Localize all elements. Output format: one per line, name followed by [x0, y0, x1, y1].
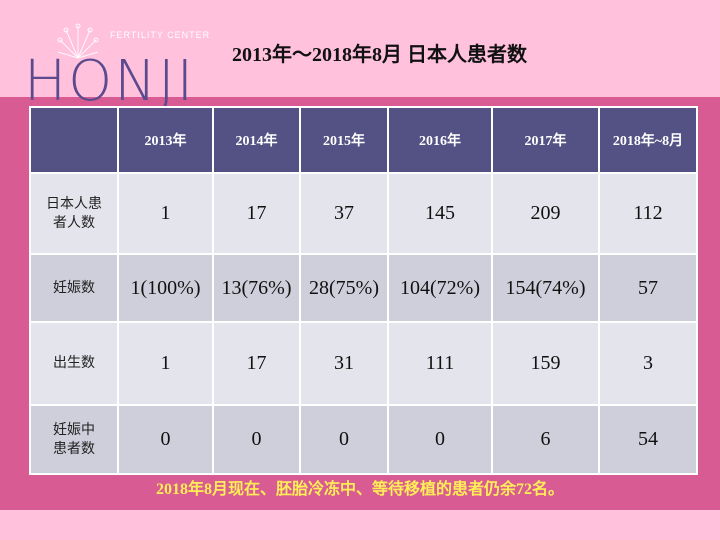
logo-subtitle: FERTILITY CENTER	[110, 30, 211, 40]
table-cell: 111	[387, 321, 493, 406]
patient-table: 2013年 2014年 2015年 2016年 2017年 2018年~8月 日…	[29, 106, 698, 475]
row-label: 日本人患 者人数	[29, 172, 119, 255]
row-label: 妊娠数	[29, 253, 119, 323]
table-cell: 0	[299, 404, 389, 475]
table-cell: 112	[598, 172, 698, 255]
table-cell: 1	[117, 172, 214, 255]
dandelion-icon	[57, 23, 99, 59]
table-row: 日本人患 者人数 1 17 37 145 209 112	[29, 172, 698, 255]
table-cell: 28(75%)	[299, 253, 389, 323]
column-header: 2018年~8月	[598, 106, 698, 174]
table-cell: 0	[387, 404, 493, 475]
column-header: 2015年	[299, 106, 389, 174]
table-cell: 3	[598, 321, 698, 406]
slide-title: 2013年〜2018年8月 日本人患者数	[232, 44, 527, 66]
table-cell: 104(72%)	[387, 253, 493, 323]
table-cell: 159	[491, 321, 600, 406]
table-cell: 1(100%)	[117, 253, 214, 323]
table-cell: 17	[212, 321, 301, 406]
table-cell: 57	[598, 253, 698, 323]
table-cell: 0	[117, 404, 214, 475]
column-header: 2016年	[387, 106, 493, 174]
table-row: 妊娠中 患者数 0 0 0 0 6 54	[29, 404, 698, 475]
row-label: 妊娠中 患者数	[29, 404, 119, 475]
table-cell: 17	[212, 172, 301, 255]
table-cell: 31	[299, 321, 389, 406]
table-row: 出生数 1 17 31 111 159 3	[29, 321, 698, 406]
table-row: 妊娠数 1(100%) 13(76%) 28(75%) 104(72%) 154…	[29, 253, 698, 323]
column-header: 2014年	[212, 106, 301, 174]
row-label: 出生数	[29, 321, 119, 406]
table-cell: 209	[491, 172, 600, 255]
table-cell: 54	[598, 404, 698, 475]
bottom-strip	[0, 510, 720, 540]
table-header-row: 2013年 2014年 2015年 2016年 2017年 2018年~8月	[29, 106, 698, 174]
logo-wordmark: HONJI	[24, 49, 196, 114]
column-header: 2017年	[491, 106, 600, 174]
footer-note: 2018年8月现在、胚胎冷冻中、等待移植的患者仍余72名。	[155, 481, 564, 498]
column-header: 2013年	[117, 106, 214, 174]
honji-logo: FERTILITY CENTER HONJI	[22, 20, 222, 114]
corner-cell	[29, 106, 119, 174]
table-cell: 13(76%)	[212, 253, 301, 323]
table-cell: 6	[491, 404, 600, 475]
table-cell: 37	[299, 172, 389, 255]
table-cell: 1	[117, 321, 214, 406]
table-cell: 0	[212, 404, 301, 475]
table-cell: 145	[387, 172, 493, 255]
table-cell: 154(74%)	[491, 253, 600, 323]
